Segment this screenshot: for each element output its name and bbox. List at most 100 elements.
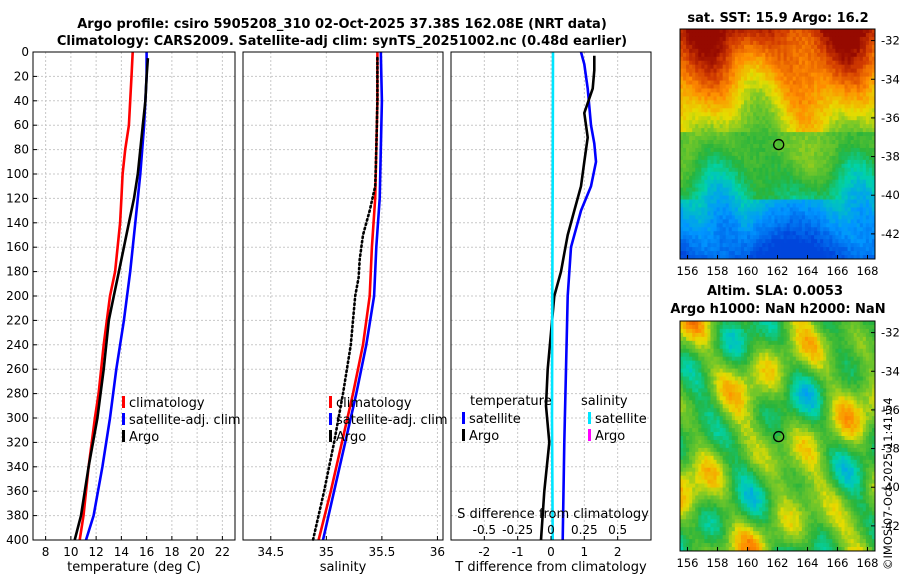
sst-map-cell (717, 96, 720, 100)
sst-map-cell (845, 192, 848, 196)
sla-map-cell (753, 377, 756, 381)
sst-map-cell (723, 108, 726, 112)
sst-map-cell (799, 104, 802, 108)
sst-map-cell (747, 168, 750, 172)
sst-map-cell (701, 104, 704, 108)
sst-map-cell (726, 184, 729, 188)
sst-map-cell (735, 203, 738, 207)
sst-map-cell (695, 152, 698, 156)
sst-map-cell (695, 49, 698, 53)
sst-map-cell (729, 140, 732, 144)
sla-map-cell (811, 349, 814, 353)
sst-map-cell (765, 69, 768, 73)
sst-map-cell (796, 29, 799, 33)
sla-map-cell (741, 377, 744, 381)
sst-map-cell (841, 37, 844, 41)
sst-map-cell (747, 73, 750, 77)
sla-map-cell (835, 325, 838, 329)
salinity-legend-swatch (329, 396, 332, 408)
sst-map-cell (832, 140, 835, 144)
sst-map-cell (838, 207, 841, 211)
sst-map-cell (738, 124, 741, 128)
sst-map-cell (820, 116, 823, 120)
sst-map-cell (857, 231, 860, 235)
sla-map-cell (796, 329, 799, 333)
sst-map-cell (753, 172, 756, 176)
sla-map-cell (814, 377, 817, 381)
sst-map-cell (838, 77, 841, 81)
sst-map-cell (845, 29, 848, 33)
sst-map-cell (747, 124, 750, 128)
sst-map-cell (738, 132, 741, 136)
sst-map-cell (698, 112, 701, 116)
sst-map-cell (811, 96, 814, 100)
sst-map-cell (717, 239, 720, 243)
sla-map-cell (778, 337, 781, 341)
sla-map-cell (863, 353, 866, 357)
temperature-legend-entry: Argo (129, 430, 159, 445)
sst-map-cell (811, 53, 814, 57)
sla-map-cell (738, 357, 741, 361)
sst-map-cell (741, 192, 744, 196)
sst-map-cell (848, 104, 851, 108)
sla-map-cell (787, 333, 790, 337)
sst-map-cell (845, 65, 848, 69)
sla-map-cell (820, 373, 823, 377)
sst-map-cell (835, 247, 838, 251)
sst-map-cell (692, 251, 695, 255)
sst-map-cell (835, 164, 838, 168)
sst-map-cell (848, 65, 851, 69)
sst-map-cell (787, 73, 790, 77)
sst-map-cell (750, 73, 753, 77)
sla-map-cell (787, 341, 790, 345)
sla-map-cell (720, 345, 723, 349)
sst-map-cell (802, 112, 805, 116)
sst-map-cell (841, 148, 844, 152)
sst-map-cell (826, 243, 829, 247)
sst-map-cell (832, 73, 835, 77)
sst-map-cell (778, 128, 781, 132)
sst-map-cell (747, 231, 750, 235)
sla-map-cell (814, 341, 817, 345)
sst-map-cell (726, 148, 729, 152)
sst-map-cell (854, 124, 857, 128)
sst-map-cell (790, 235, 793, 239)
sst-map-cell (820, 69, 823, 73)
sst-map-cell (841, 33, 844, 37)
sst-map-cell (762, 180, 765, 184)
sst-map-cell (799, 180, 802, 184)
sst-map-cell (771, 251, 774, 255)
sst-map-cell (768, 45, 771, 49)
sst-map-cell (823, 81, 826, 85)
sst-map-cell (835, 215, 838, 219)
sst-map-cell (802, 144, 805, 148)
sla-map-cell (771, 353, 774, 357)
sla-map-cell (854, 333, 857, 337)
sst-map-cell (829, 184, 832, 188)
sla-map-cell (832, 341, 835, 345)
sla-map-cell (753, 380, 756, 384)
sst-map-cell (726, 196, 729, 200)
sst-map-cell (848, 85, 851, 89)
sla-map-cell (814, 353, 817, 357)
sst-map-cell (750, 37, 753, 41)
sst-map-cell (790, 144, 793, 148)
sst-map-cell (796, 207, 799, 211)
sla-map-cell (848, 369, 851, 373)
sst-map-cell (820, 92, 823, 96)
sst-map-cell (726, 108, 729, 112)
sst-map-cell (720, 136, 723, 140)
sst-map-cell (759, 184, 762, 188)
sst-map-cell (692, 57, 695, 61)
sst-map-cell (735, 251, 738, 255)
sla-map-cell (680, 380, 683, 384)
sst-map-cell (692, 85, 695, 89)
sst-map-cell (774, 243, 777, 247)
sst-map-cell (848, 128, 851, 132)
sst-map-cell (704, 251, 707, 255)
sla-map-cell (781, 325, 784, 329)
sla-map-cell (841, 380, 844, 384)
sst-map-cell (695, 239, 698, 243)
sst-map-cell (714, 65, 717, 69)
sla-map-cell (866, 337, 869, 341)
